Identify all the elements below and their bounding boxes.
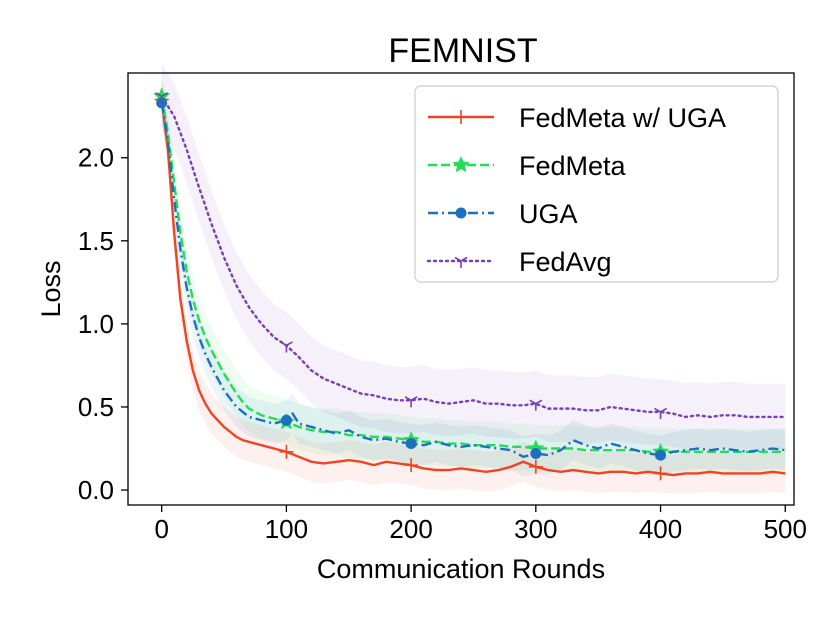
legend: FedMeta w/ UGA FedMeta UGA FedAvg (414, 85, 779, 283)
confidence-bands (161, 63, 786, 494)
marker-fedavg (529, 399, 543, 411)
y-axis-label: Loss (36, 260, 66, 317)
legend-label-fedavg: FedAvg (519, 247, 612, 277)
x-tick-label: 200 (389, 514, 432, 544)
marker-fedavg (155, 92, 169, 104)
x-tick-label: 0 (154, 514, 168, 544)
plot-frame (127, 72, 795, 506)
legend-marker-uga (455, 207, 467, 219)
band-fedavg (161, 63, 786, 451)
marker-uga (405, 438, 417, 450)
legend-label-uga: UGA (519, 199, 578, 229)
x-axis: 0 100 200 300 400 500 (154, 505, 807, 544)
marker-uga (280, 414, 292, 426)
marker-fedavg (654, 407, 668, 419)
legend-marker-fedavg (454, 256, 468, 268)
legend-label-fedmeta: FedMeta (519, 151, 627, 181)
series-markers (152, 87, 670, 481)
x-tick-label: 500 (764, 514, 807, 544)
marker-uga (655, 449, 667, 461)
y-tick-label: 0.0 (78, 475, 114, 505)
y-tick-label: 1.5 (78, 226, 114, 256)
marker-fedmeta-w-uga (279, 444, 294, 459)
marker-uga (530, 447, 542, 459)
series-line-fedmeta-w-uga (160, 99, 786, 477)
legend-marker-fedmeta (452, 155, 470, 173)
legend-marker-fedmeta-w-uga (454, 110, 468, 124)
y-tick-label: 1.0 (78, 309, 114, 339)
y-tick-label: 0.5 (78, 392, 114, 422)
legend-label-fedmeta-w-uga: FedMeta w/ UGA (519, 103, 726, 133)
band-fedmeta (161, 73, 786, 476)
legend-box (414, 85, 779, 283)
marker-fedmeta-w-uga (653, 466, 668, 481)
marker-fedmeta-w-uga (404, 458, 419, 473)
x-tick-label: 400 (639, 514, 682, 544)
series-line-fedmeta (160, 96, 786, 454)
marker-fedavg (404, 396, 418, 408)
x-tick-label: 100 (265, 514, 308, 544)
chart-title: FEMNIST (388, 32, 537, 70)
y-tick-label: 2.0 (78, 143, 114, 173)
y-axis: 0.0 0.5 1.0 1.5 2.0 (78, 143, 128, 505)
x-axis-label: Communication Rounds (317, 554, 605, 584)
x-tick-label: 300 (514, 514, 557, 544)
series-line-fedavg (160, 95, 787, 419)
marker-fedmeta-w-uga (528, 459, 543, 474)
marker-fedavg (279, 341, 293, 353)
band-uga (161, 82, 786, 477)
